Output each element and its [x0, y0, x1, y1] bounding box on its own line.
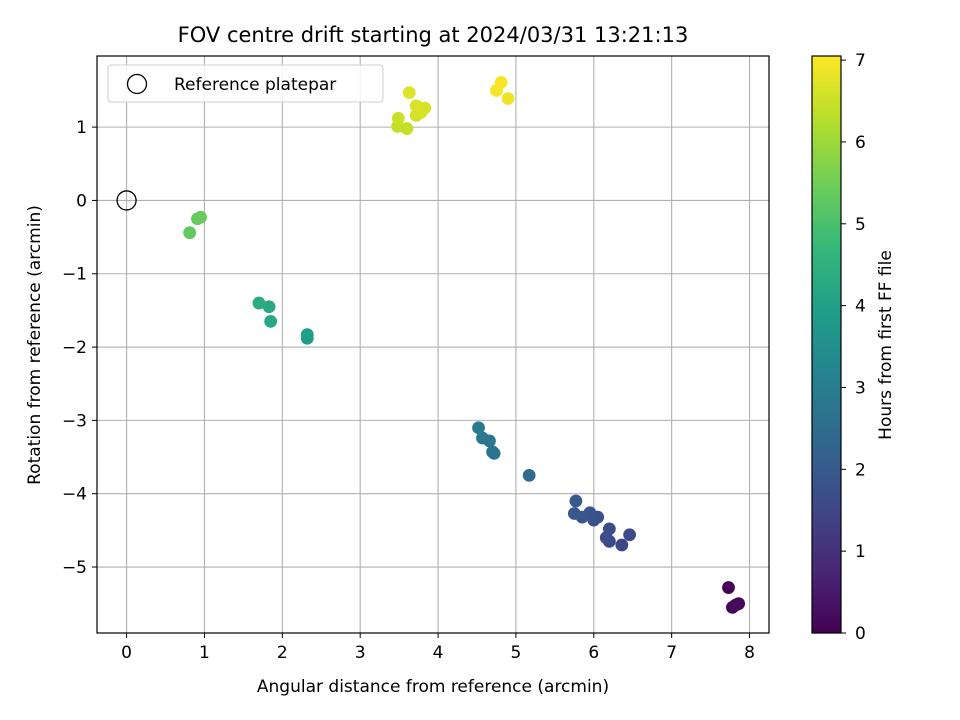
y-axis-ticks: −5 −4 −3 −2 −1 0 1 — [62, 118, 97, 578]
data-point — [567, 507, 581, 520]
x-tick-label: 1 — [199, 643, 210, 663]
grid — [97, 56, 769, 633]
data-point — [476, 431, 489, 445]
y-tick-label: 0 — [76, 191, 87, 211]
data-point — [472, 421, 485, 435]
x-axis-label: Angular distance from reference (arcmin) — [257, 677, 609, 697]
colorbar-tick-label: 5 — [855, 215, 866, 235]
data-point — [262, 300, 276, 314]
data-point — [494, 75, 508, 89]
y-tick-label: −3 — [62, 411, 87, 431]
y-tick-label: −2 — [62, 338, 87, 358]
y-tick-label: 1 — [76, 118, 87, 138]
colorbar-tick-label: 1 — [855, 542, 866, 562]
colorbar-tick-label: 4 — [855, 297, 866, 317]
colorbar: 0 1 2 3 4 5 6 7 Hours from first FF file — [811, 51, 896, 644]
data-point — [402, 86, 416, 100]
data-point — [183, 226, 197, 240]
data-points — [183, 75, 746, 614]
data-point — [569, 494, 583, 508]
x-tick-label: 6 — [588, 643, 599, 663]
reference-marker — [116, 190, 137, 211]
legend-reference-marker — [126, 73, 148, 95]
y-tick-label: −1 — [62, 265, 87, 285]
colorbar-gradient — [812, 56, 841, 633]
data-point — [615, 538, 629, 552]
data-point — [486, 445, 499, 459]
x-axis-ticks: 0 1 2 3 4 5 6 7 8 — [121, 633, 755, 663]
x-tick-label: 0 — [121, 643, 132, 663]
legend-entry-label: Reference platepar — [174, 75, 336, 95]
data-point — [501, 92, 515, 105]
data-point — [264, 315, 278, 328]
data-point — [623, 528, 637, 542]
data-point — [300, 328, 314, 342]
colorbar-ticks: 0 1 2 3 4 5 6 7 — [841, 51, 866, 644]
x-tick-label: 3 — [355, 643, 366, 663]
data-point — [722, 581, 735, 594]
x-tick-label: 8 — [744, 643, 755, 663]
x-tick-label: 5 — [511, 643, 522, 663]
x-tick-label: 4 — [433, 643, 444, 663]
colorbar-label: Hours from first FF file — [876, 250, 896, 440]
data-point — [252, 296, 266, 310]
x-tick-label: 2 — [277, 643, 288, 663]
plot-frame — [96, 55, 770, 634]
colorbar-tick-label: 3 — [855, 378, 866, 398]
data-point — [409, 99, 423, 113]
data-point — [602, 522, 616, 536]
data-point — [729, 598, 742, 612]
chart-title: FOV centre drift starting at 2024/03/31 … — [178, 23, 689, 47]
legend-box — [107, 64, 384, 103]
x-tick-label: 7 — [666, 643, 677, 663]
reference-point — [116, 190, 137, 211]
legend: Reference platepar — [107, 64, 384, 103]
colorbar-tick-label: 7 — [855, 51, 866, 71]
data-point — [391, 111, 405, 125]
data-point — [400, 122, 414, 135]
colorbar-frame — [811, 55, 842, 634]
y-tick-label: −5 — [62, 558, 87, 578]
colorbar-tick-label: 6 — [855, 133, 866, 153]
data-point — [522, 468, 536, 482]
y-axis-label: Rotation from reference (arcmin) — [25, 205, 45, 485]
data-point — [194, 210, 207, 224]
colorbar-tick-label: 0 — [855, 624, 866, 644]
y-tick-label: −4 — [62, 485, 87, 505]
colorbar-tick-label: 2 — [855, 460, 866, 480]
